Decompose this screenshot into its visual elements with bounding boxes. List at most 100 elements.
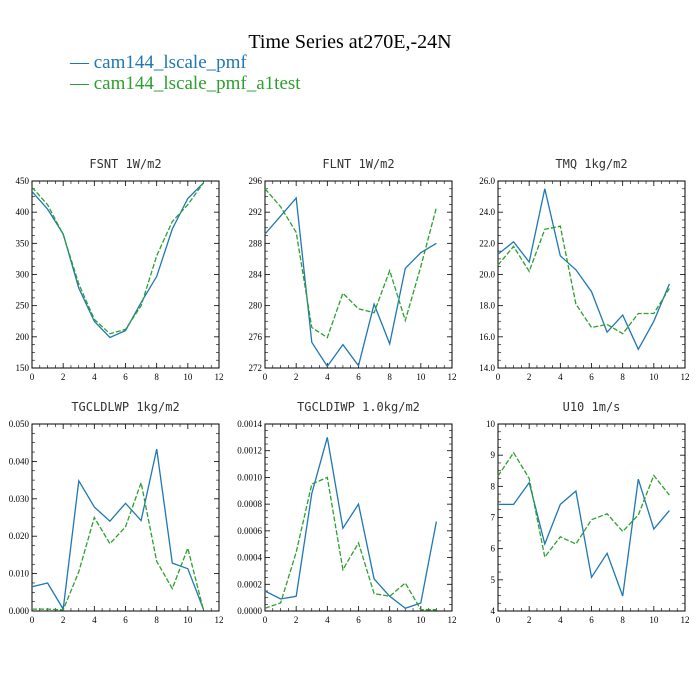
y-tick-label: 280: [249, 301, 263, 311]
y-tick-label: 0.0000: [237, 606, 262, 616]
x-tick-label: 6: [589, 372, 594, 382]
plot-frame: [497, 423, 686, 612]
plot-frame: [497, 180, 686, 369]
y-tick-label: 0.0008: [237, 499, 262, 509]
y-tick-label: 5: [491, 575, 496, 585]
y-tick-label: 272: [249, 363, 263, 373]
x-tick-label: 12: [215, 615, 224, 625]
x-tick-label: 12: [448, 615, 457, 625]
y-tick-label: 296: [249, 176, 263, 186]
chart-panel-0: FSNT 1W/m2 0 2 4 6 8 10 12 150 200 250 300 350 400 450: [16, 157, 224, 382]
x-tick-label: 2: [61, 372, 66, 382]
y-tick-label: 26.0: [479, 176, 495, 186]
x-tick-label: 4: [558, 615, 563, 625]
chart-panel-1: FLNT 1W/m2 0 2 4 6 8 10 12 272 276 280 284 288 292 296: [249, 157, 457, 382]
series-line-1: [264, 196, 437, 368]
x-tick-label: 0: [263, 615, 268, 625]
x-tick-label: 10: [183, 615, 193, 625]
chart-panels: FSNT 1W/m20 2 4 6 8 10 12150200250300350400450…: [9, 157, 690, 625]
x-tick-label: 0: [496, 372, 501, 382]
y-tick-label: 0.0004: [237, 553, 262, 563]
series-line-2: [32, 480, 205, 611]
y-tick-label: 150: [16, 363, 30, 373]
x-tick-label: 8: [154, 615, 159, 625]
legend-entry-series2: — cam144_lscale_pmf_a1test: [69, 73, 301, 94]
panel-title: TGCLDIWP 1.0kg/m2: [297, 400, 420, 414]
x-tick-label: 0: [30, 372, 35, 382]
y-tick-label: 0.010: [9, 569, 30, 579]
x-tick-label: 4: [92, 615, 97, 625]
x-tick-label: 2: [527, 372, 532, 382]
y-tick-label: 20.0: [479, 270, 495, 280]
x-tick-label: 4: [325, 372, 330, 382]
y-tick-label: 400: [16, 207, 30, 217]
x-tick-label: 12: [681, 372, 690, 382]
x-tick-label: 4: [325, 615, 330, 625]
y-tick-label: 350: [16, 238, 30, 248]
series-line-1: [31, 182, 204, 339]
y-tick-label: 200: [16, 332, 30, 342]
y-tick-label: 0.0014: [237, 419, 262, 429]
x-tick-label: 10: [416, 615, 426, 625]
y-tick-label: 6: [491, 544, 496, 554]
x-tick-label: 0: [496, 615, 501, 625]
x-tick-label: 8: [620, 372, 625, 382]
series-line-2: [264, 188, 438, 339]
series-line-2: [497, 225, 670, 335]
y-tick-label: 292: [249, 207, 263, 217]
panel-title: FSNT 1W/m2: [89, 157, 161, 171]
x-tick-label: 8: [620, 615, 625, 625]
x-tick-label: 0: [30, 615, 35, 625]
panel-title: TGCLDLWP 1kg/m2: [71, 400, 179, 414]
y-tick-label: 7: [491, 513, 496, 523]
series-line-1: [264, 437, 438, 610]
y-tick-label: 10: [486, 419, 496, 429]
series-line-2: [31, 182, 204, 335]
x-tick-label: 0: [263, 372, 268, 382]
chart-panel-3: TGCLDLWP 1kg/m2 0 2 4 6 8 10 12 0.000 0.010 0.020 0…: [9, 400, 224, 625]
y-tick-label: 16.0: [479, 332, 495, 342]
y-tick-label: 0.000: [9, 606, 30, 616]
x-tick-label: 4: [558, 372, 563, 382]
x-tick-label: 2: [527, 615, 532, 625]
y-tick-label: 0.0006: [237, 526, 262, 536]
x-tick-label: 12: [681, 615, 690, 625]
y-tick-label: 0.020: [9, 531, 30, 541]
y-tick-label: 250: [16, 301, 30, 311]
panel-title: FLNT 1W/m2: [322, 157, 394, 171]
y-tick-label: 0.0012: [237, 446, 262, 456]
series-line-1: [498, 479, 670, 597]
y-tick-label: 18.0: [479, 301, 495, 311]
y-tick-label: 24.0: [479, 207, 495, 217]
x-tick-label: 12: [448, 372, 457, 382]
x-tick-label: 10: [416, 372, 426, 382]
x-tick-label: 6: [123, 372, 128, 382]
x-tick-label: 10: [183, 372, 193, 382]
y-tick-label: 0.050: [9, 419, 30, 429]
series-line-2: [264, 476, 437, 611]
chart-panel-2: TMQ 1kg/m2 0 2 4 6 8 10 12 14.0 16.0 18.0 20.0 22.0 2…: [479, 157, 689, 382]
x-tick-label: 8: [387, 615, 392, 625]
x-tick-label: 12: [215, 372, 224, 382]
x-tick-label: 2: [294, 615, 299, 625]
figure-title: Time Series at270E,-24N: [248, 31, 451, 53]
panel-title: U10 1m/s: [563, 400, 621, 414]
x-tick-label: 8: [154, 372, 159, 382]
x-tick-label: 10: [649, 372, 659, 382]
chart-panel-4: TGCLDIWP 1.0kg/m2 0 2 4 6 8 10 12 0.0000 0.0002 0.…: [237, 400, 456, 625]
x-tick-label: 2: [61, 615, 66, 625]
x-tick-label: 8: [387, 372, 392, 382]
y-tick-label: 300: [16, 270, 30, 280]
x-tick-label: 6: [589, 615, 594, 625]
x-tick-label: 6: [356, 372, 361, 382]
y-tick-label: 284: [249, 270, 263, 280]
y-tick-label: 4: [491, 606, 496, 616]
series-line-1: [31, 448, 205, 612]
x-tick-label: 4: [92, 372, 97, 382]
y-tick-label: 276: [249, 332, 263, 342]
y-tick-label: 22.0: [479, 238, 495, 248]
chart-panel-5: U10 1m/s 0 2 4 6 8 10 12 4 5 6 7 8 9 10: [486, 400, 690, 625]
y-tick-label: 0.030: [9, 494, 30, 504]
x-tick-label: 6: [356, 615, 361, 625]
plot-frame: [31, 423, 220, 612]
